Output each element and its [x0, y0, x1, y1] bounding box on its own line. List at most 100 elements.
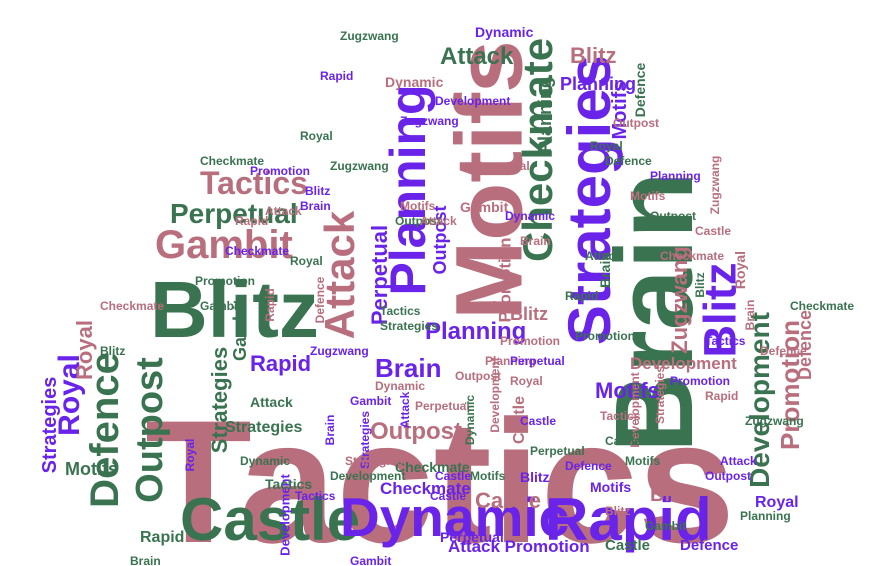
- cloud-word: Checkmate: [100, 299, 165, 313]
- cloud-word: Motifs: [595, 378, 660, 403]
- cloud-word: Tactics: [380, 304, 421, 318]
- cloud-word: Royal: [183, 438, 197, 472]
- cloud-word: Rapid: [320, 69, 354, 83]
- cloud-word: Attack: [720, 454, 757, 468]
- cloud-word: Dynamic: [340, 486, 570, 548]
- cloud-word: Dynamic: [375, 379, 426, 393]
- cloud-word: Rapid: [263, 288, 277, 322]
- cloud-word: Blitz: [100, 344, 126, 358]
- cloud-word: Brain: [520, 234, 551, 248]
- cloud-word: Planning: [425, 318, 527, 345]
- cloud-word: Promotion: [250, 164, 310, 178]
- cloud-word: Tactics: [200, 165, 308, 201]
- cloud-word: Tactics: [705, 334, 746, 348]
- cloud-word: Motifs: [65, 459, 118, 479]
- cloud-word: Strategies: [380, 319, 439, 333]
- cloud-word: Perpetual: [170, 198, 298, 229]
- cloud-word: Development: [630, 354, 737, 373]
- cloud-word: Rapid: [705, 389, 739, 403]
- cloud-word: Promotion: [670, 374, 730, 388]
- cloud-word: Outpost: [705, 469, 751, 483]
- cloud-word: Checkmate: [790, 299, 855, 313]
- cloud-word: Strategies: [653, 365, 667, 425]
- cloud-word: Rapid: [545, 486, 712, 553]
- cloud-word: Attack: [420, 214, 457, 228]
- cloud-word: Motifs: [400, 199, 436, 213]
- cloud-word: Blitz: [605, 504, 631, 518]
- cloud-word: Castle: [430, 489, 467, 503]
- cloud-word: Attack: [585, 249, 622, 263]
- cloud-word: Promotion: [575, 329, 635, 343]
- cloud-word: Gambit: [350, 554, 392, 566]
- cloud-word: Checkmate: [200, 154, 265, 168]
- cloud-word: Zugzwang: [330, 159, 389, 173]
- cloud-word: Gambit: [155, 223, 293, 267]
- cloud-word: Outpost: [613, 116, 659, 130]
- cloud-word: Attack: [265, 204, 302, 218]
- cloud-word: Castle: [475, 488, 542, 513]
- cloud-word: Planning: [650, 169, 701, 183]
- cloud-word: Perpetual: [415, 399, 470, 413]
- cloud-word: Blitz: [305, 184, 331, 198]
- cloud-word: Motifs: [630, 189, 666, 203]
- cloud-word: Royal: [732, 250, 748, 290]
- cloud-word: Royal: [510, 374, 543, 388]
- cloud-word: Strategies: [207, 346, 232, 454]
- cloud-word: Zugzwang: [745, 414, 804, 428]
- cloud-word: Planning: [460, 299, 511, 313]
- cloud-word: Castle: [435, 469, 472, 483]
- cloud-word: Dynamic: [463, 394, 477, 446]
- cloud-word: Castle: [520, 414, 557, 428]
- cloud-word: Outpost: [129, 357, 171, 503]
- cloud-word: Defence: [760, 344, 807, 358]
- cloud-word: Blitz: [693, 272, 707, 298]
- cloud-word: Perpetual: [530, 444, 585, 458]
- cloud-word: Outpost: [370, 418, 462, 445]
- cloud-word: Castle: [605, 537, 651, 554]
- cloud-word: Promotion: [500, 334, 560, 348]
- cloud-word: Checkmate: [380, 479, 471, 498]
- cloud-word: Attack: [440, 43, 514, 70]
- cloud-word: Rapid: [250, 351, 312, 376]
- cloud-word: Strategies: [39, 376, 61, 474]
- cloud-word: Gambit: [200, 299, 242, 313]
- cloud-word: Defence: [680, 537, 739, 554]
- cloud-word: Blitz: [520, 469, 550, 485]
- cloud-word: Planning: [535, 77, 555, 153]
- cloud-word: Zugzwang: [400, 114, 459, 128]
- cloud-word: Royal: [72, 320, 97, 380]
- cloud-word: Castle: [180, 486, 361, 553]
- cloud-word: Dynamic: [505, 209, 556, 223]
- cloud-word: Attack: [250, 394, 293, 410]
- cloud-word: Attack: [398, 391, 412, 429]
- cloud-word: Defence: [313, 276, 327, 324]
- cloud-word: Development: [488, 357, 502, 433]
- cloud-word: Strategies: [345, 454, 404, 468]
- cloud-word: Dynamic: [475, 24, 534, 40]
- cloud-word: Tactics: [145, 385, 736, 566]
- cloud-word: Gambit: [460, 199, 509, 215]
- cloud-word: Planning: [560, 74, 636, 94]
- cloud-word: Strategies: [225, 419, 303, 436]
- cloud-word: Rapid: [140, 529, 185, 546]
- cloud-word: Brain: [300, 199, 331, 213]
- cloud-word: Perpetual: [475, 159, 530, 173]
- cloud-word: Checkmate: [225, 244, 290, 258]
- cloud-word: Blitz: [150, 265, 319, 354]
- cloud-word: Castle: [695, 224, 732, 238]
- cloud-word: Zugzwang: [310, 344, 369, 358]
- cloud-word: Gambit: [645, 519, 687, 533]
- cloud-word: Tactics: [295, 489, 336, 503]
- cloud-word: Rapid: [565, 289, 599, 303]
- cloud-word: Royal: [300, 129, 333, 143]
- cloud-word: Motifs: [625, 454, 661, 468]
- cloud-word: Development: [435, 94, 511, 108]
- cloud-word: Brain: [130, 554, 161, 566]
- cloud-word: Blitz: [570, 43, 617, 68]
- cloud-word: Blitz: [510, 304, 548, 324]
- cloud-word: Dynamic: [385, 74, 444, 90]
- cloud-word: Zugzwang: [340, 29, 399, 43]
- cloud-word: Checkmate: [660, 249, 725, 263]
- cloud-word: Perpetual: [510, 354, 565, 368]
